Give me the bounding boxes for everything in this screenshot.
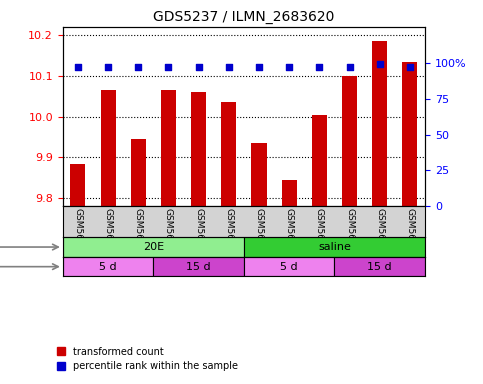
Bar — [244, 257, 334, 276]
Text: saline: saline — [318, 242, 351, 252]
Bar — [244, 237, 425, 257]
Text: GSM569784: GSM569784 — [315, 208, 324, 263]
Bar — [335, 257, 425, 276]
Point — [346, 64, 354, 70]
Point — [285, 64, 293, 70]
Bar — [154, 257, 244, 276]
Bar — [63, 237, 244, 257]
Text: GSM569783: GSM569783 — [284, 208, 294, 263]
Bar — [221, 103, 236, 206]
Text: GSM569785: GSM569785 — [164, 208, 173, 263]
Bar — [191, 92, 206, 206]
Text: GSM569779: GSM569779 — [73, 208, 83, 263]
Text: GSM569787: GSM569787 — [224, 208, 233, 263]
Title: GDS5237 / ILMN_2683620: GDS5237 / ILMN_2683620 — [153, 10, 335, 25]
Text: GSM569786: GSM569786 — [194, 208, 203, 263]
Point — [315, 64, 323, 70]
Bar — [372, 41, 387, 206]
Legend: transformed count, percentile rank within the sample: transformed count, percentile rank withi… — [53, 343, 242, 375]
Text: 15 d: 15 d — [368, 262, 392, 271]
Point — [74, 64, 82, 70]
Bar — [161, 90, 176, 206]
Point — [376, 61, 384, 67]
Point — [195, 64, 202, 70]
Text: 5 d: 5 d — [99, 262, 117, 271]
Text: GSM569790: GSM569790 — [405, 208, 414, 263]
Text: GSM569781: GSM569781 — [134, 208, 143, 263]
Text: 5 d: 5 d — [281, 262, 298, 271]
Point — [165, 64, 172, 70]
Bar — [100, 90, 115, 206]
Point — [134, 64, 142, 70]
Point — [104, 64, 112, 70]
Bar — [342, 76, 357, 206]
Bar — [252, 143, 267, 206]
Bar — [312, 114, 327, 206]
Point — [406, 64, 414, 70]
Bar — [402, 61, 417, 206]
Text: GSM569789: GSM569789 — [375, 208, 384, 263]
Text: 20E: 20E — [143, 242, 164, 252]
Point — [225, 64, 233, 70]
Point — [255, 64, 263, 70]
Bar — [131, 139, 146, 206]
Text: 15 d: 15 d — [186, 262, 211, 271]
Text: GSM569782: GSM569782 — [255, 208, 264, 263]
Text: GSM569788: GSM569788 — [345, 208, 354, 263]
Bar — [63, 257, 154, 276]
Bar — [71, 164, 85, 206]
Bar — [282, 180, 297, 206]
Text: GSM569780: GSM569780 — [103, 208, 113, 263]
